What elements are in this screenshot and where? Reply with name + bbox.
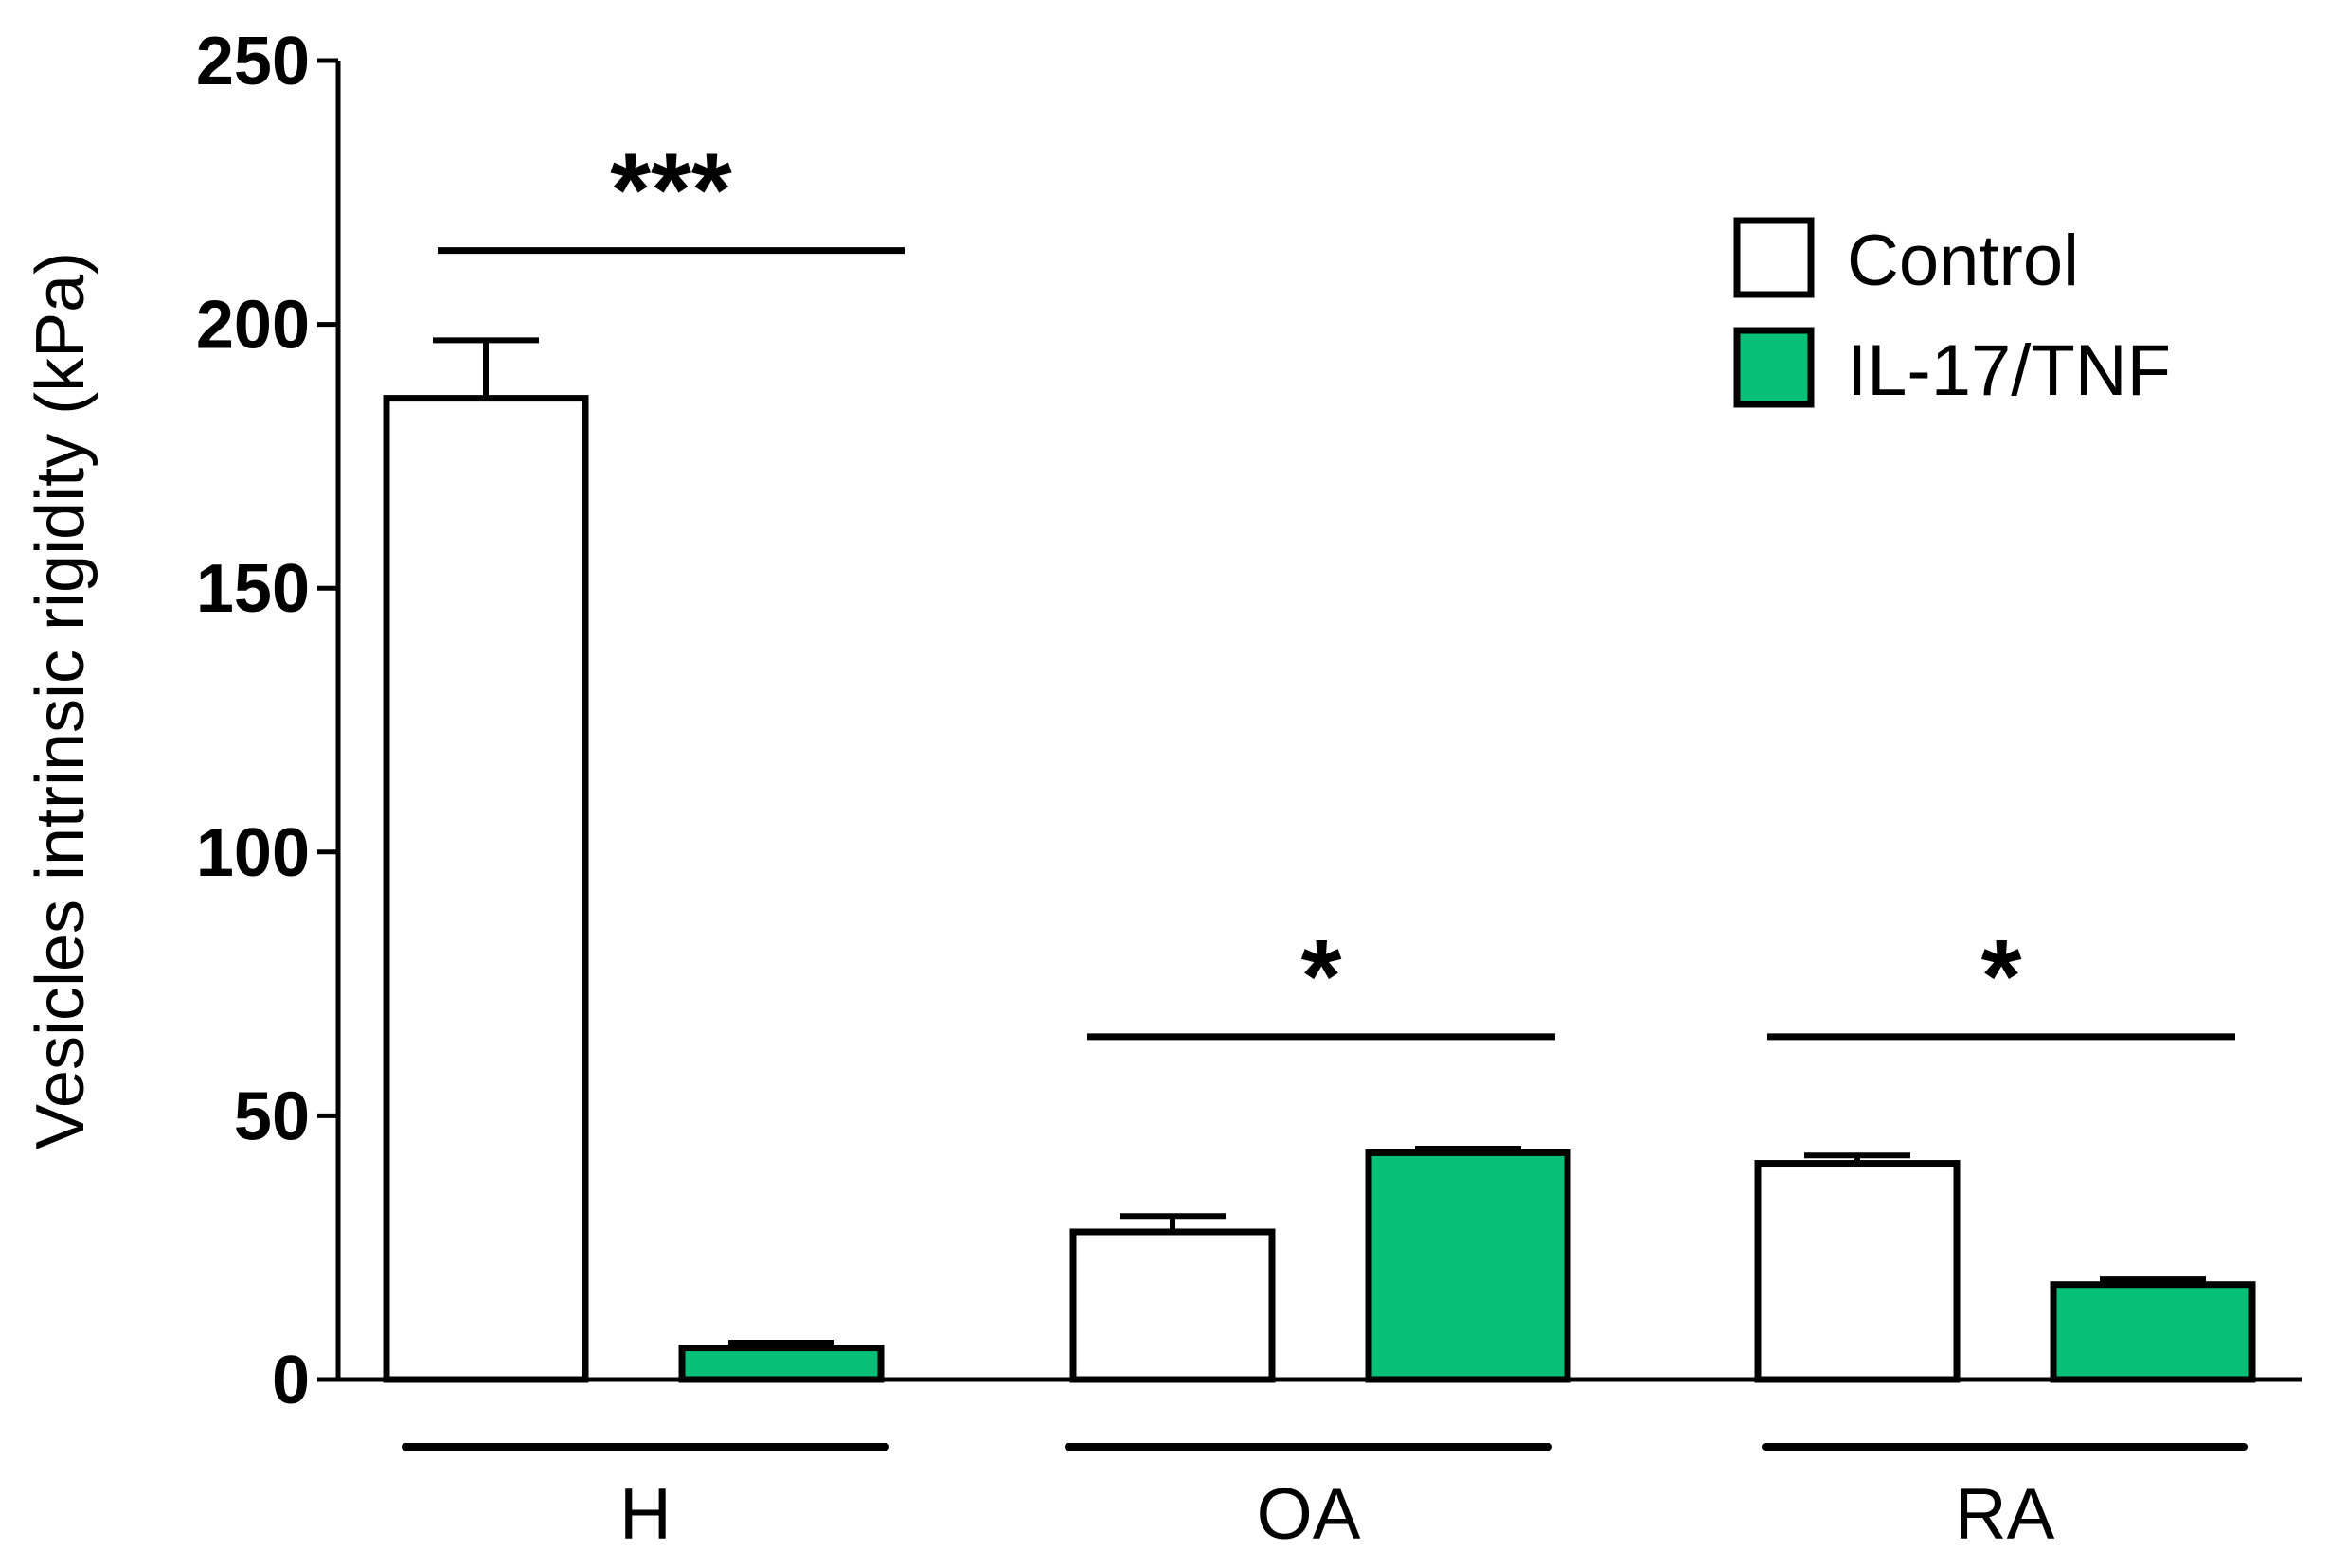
legend-label: IL-17/TNF <box>1847 330 2171 411</box>
significance-label: *** <box>610 133 732 249</box>
bar-control-ra <box>1754 1160 1961 1383</box>
x-tick-label: OA <box>1257 1474 1361 1555</box>
legend-swatch <box>1733 327 1815 408</box>
legend-swatch <box>1733 217 1815 298</box>
legend-label: Control <box>1847 221 2079 301</box>
bar-il-17-tnf-h <box>678 1345 885 1383</box>
y-tick-label: 50 <box>234 1078 310 1154</box>
bar-il-17-tnf-oa <box>1365 1149 1571 1383</box>
x-tick-label: RA <box>1955 1474 2055 1555</box>
bar-control-h <box>383 395 589 1383</box>
y-tick-label: 0 <box>272 1343 310 1418</box>
y-tick-label: 250 <box>196 24 310 99</box>
significance-label: * <box>1981 918 2022 1035</box>
bar-control-oa <box>1069 1228 1276 1383</box>
y-tick-label: 150 <box>196 551 310 627</box>
bar-il-17-tnf-ra <box>2050 1281 2256 1383</box>
y-tick-label: 200 <box>196 288 310 364</box>
y-tick-label: 100 <box>196 815 310 891</box>
y-axis-label: Vesicles intrinsic rigidity (kPa) <box>23 252 99 1149</box>
x-tick-label: H <box>619 1474 672 1555</box>
significance-label: * <box>1301 918 1342 1035</box>
